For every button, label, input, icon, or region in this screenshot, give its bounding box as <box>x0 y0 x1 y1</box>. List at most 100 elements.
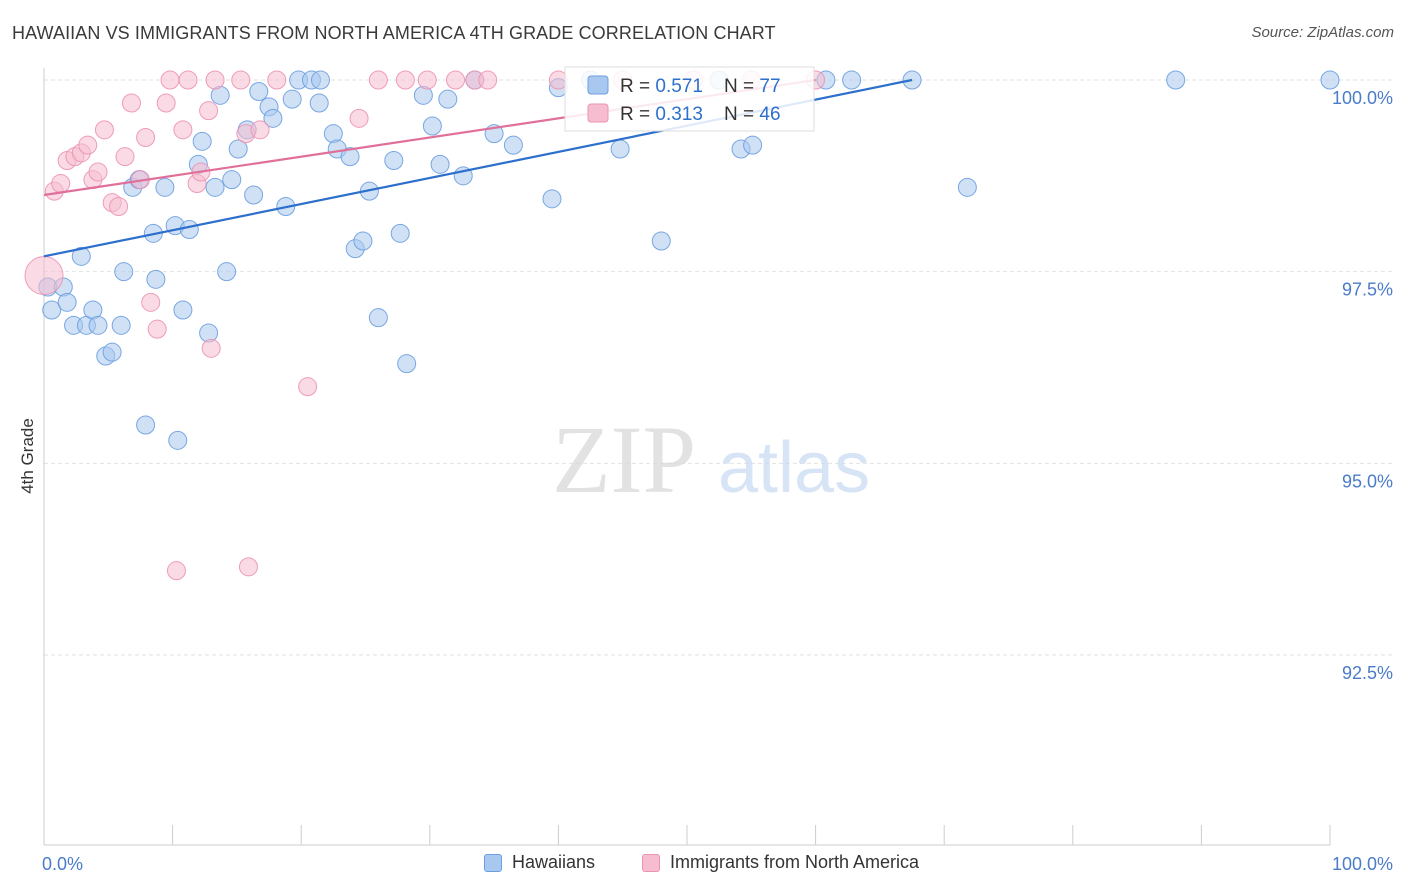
hawaiians-point <box>1166 70 1186 90</box>
hawaiians-point <box>384 151 404 170</box>
immigrants-point <box>417 70 437 90</box>
hawaiians-points <box>38 70 1340 450</box>
hawaiians-point <box>842 70 862 90</box>
immigrants-point <box>349 108 369 128</box>
immigrants-point <box>178 70 198 90</box>
hawaiians-point <box>168 430 188 450</box>
hawaiians-point <box>136 415 156 435</box>
hawaiians-point <box>430 154 450 174</box>
stats-swatch-immigrants <box>587 103 609 123</box>
y-tick-label: 95.0% <box>1342 471 1393 491</box>
hawaiians-point <box>957 177 977 197</box>
hawaiians-point <box>340 147 360 167</box>
hawaiians-point <box>743 135 763 155</box>
source-label: Source: ZipAtlas.com <box>1251 24 1394 41</box>
stats-n-label-immigrants: N = <box>724 104 759 125</box>
immigrants-point <box>250 120 270 140</box>
legend-swatch-immigrants <box>642 853 660 872</box>
hawaiians-point <box>353 231 373 251</box>
hawaiians-point <box>179 220 199 239</box>
y-tick-label: 92.5% <box>1342 663 1393 683</box>
immigrants-point <box>136 128 156 147</box>
legend-label-hawaiians: Hawaiians <box>512 852 596 872</box>
svg-text:R = 0.313: R = 0.313 <box>620 104 703 125</box>
watermark: ZIP atlas <box>552 406 870 513</box>
immigrants-points <box>24 70 826 581</box>
hawaiians-point <box>114 262 134 282</box>
legend-item-immigrants[interactable]: Immigrants from North America <box>642 852 919 873</box>
hawaiians-point <box>222 170 242 190</box>
immigrants-point <box>121 93 141 113</box>
hawaiians-point <box>1320 70 1340 90</box>
immigrants-point <box>94 120 114 140</box>
immigrants-point <box>24 256 64 295</box>
svg-text:R = 0.571: R = 0.571 <box>620 76 703 97</box>
immigrants-point <box>368 70 388 90</box>
legend-item-hawaiians[interactable]: Hawaiians <box>484 852 595 873</box>
legend-swatch-hawaiians <box>484 853 502 872</box>
y-tick-label: 97.5% <box>1342 280 1393 300</box>
hawaiians-point <box>111 315 131 335</box>
hawaiians-point <box>503 135 523 155</box>
hawaiians-point <box>228 139 248 159</box>
immigrants-point <box>115 147 135 167</box>
hawaiians-point <box>263 108 283 128</box>
hawaiians-point <box>610 139 630 159</box>
bottom-legend: Hawaiians Immigrants from North America <box>0 848 1406 878</box>
stats-n-value-immigrants: 46 <box>759 104 780 125</box>
hawaiians-point <box>42 300 62 320</box>
hawaiians-point <box>146 269 166 289</box>
hawaiians-point <box>155 177 175 197</box>
stats-swatch-hawaiians <box>587 75 609 95</box>
hawaiians-point <box>368 308 388 328</box>
watermark-atlas: atlas <box>718 428 870 508</box>
immigrants-point <box>109 197 129 216</box>
hawaiians-point <box>102 342 122 362</box>
hawaiians-point <box>71 246 91 266</box>
x-tick-label-max: 100.0% <box>1332 854 1393 874</box>
hawaiians-point <box>310 70 330 90</box>
immigrants-point <box>231 70 251 90</box>
hawaiians-point <box>438 89 458 109</box>
hawaiians-point <box>390 223 410 243</box>
immigrants-point <box>201 338 221 358</box>
immigrants-point <box>156 93 176 113</box>
y-axis-label: 4th Grade <box>18 418 37 494</box>
immigrants-point <box>199 101 219 121</box>
axes <box>43 68 1331 846</box>
stats-r-value-hawaiians: 0.571 <box>655 76 703 97</box>
hawaiians-point <box>88 315 108 335</box>
immigrants-point <box>88 162 108 182</box>
legend-label-immigrants: Immigrants from North America <box>670 852 920 872</box>
stats-n-value-hawaiians: 77 <box>759 76 780 97</box>
immigrants-point <box>478 70 498 90</box>
hawaiians-point <box>205 177 225 197</box>
stats-legend: R = 0.571 N = 77 R = 0.313 N = 46 <box>564 66 815 132</box>
x-tick-labels: 0.0% 100.0% <box>42 854 1393 874</box>
hawaiians-point <box>57 292 77 312</box>
immigrants-point <box>446 70 466 90</box>
immigrants-point <box>141 292 161 312</box>
stats-n-label-hawaiians: N = <box>724 76 759 97</box>
stats-r-label-immigrants: R = <box>620 104 655 125</box>
y-tick-labels: 100.0% 97.5% 95.0% 92.5% <box>1332 88 1393 683</box>
immigrants-point <box>51 174 71 193</box>
stats-r-value-immigrants: 0.313 <box>655 104 703 125</box>
chart-title: HAWAIIAN VS IMMIGRANTS FROM NORTH AMERIC… <box>12 23 776 43</box>
svg-text:N = 77: N = 77 <box>724 76 781 97</box>
immigrants-point <box>395 70 415 90</box>
x-tick-label-min: 0.0% <box>42 854 83 874</box>
immigrants-point <box>160 70 180 90</box>
immigrants-point <box>205 70 225 90</box>
immigrants-point <box>238 557 258 577</box>
hawaiians-point <box>244 185 264 205</box>
hawaiians-point <box>542 189 562 209</box>
immigrants-point <box>147 319 167 339</box>
hawaiians-point <box>397 354 417 374</box>
hawaiians-point <box>422 116 442 136</box>
svg-text:N = 46: N = 46 <box>724 104 781 125</box>
y-tick-label: 100.0% <box>1332 88 1393 108</box>
immigrants-point <box>78 135 98 155</box>
stats-r-label-hawaiians: R = <box>620 76 655 97</box>
